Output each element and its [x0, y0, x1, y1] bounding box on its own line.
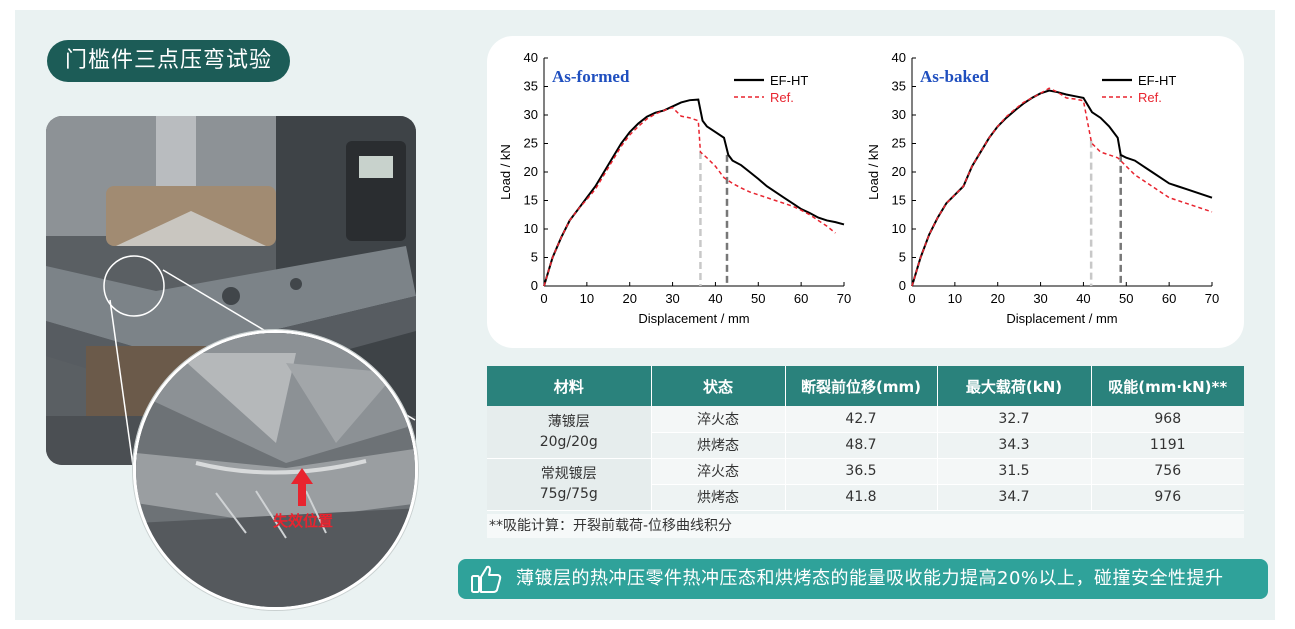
series-line-ref — [543, 106, 836, 287]
y-tick-label: 35 — [892, 79, 906, 94]
x-tick-label: 20 — [622, 291, 636, 306]
conclusion-banner: 薄镀层的热冲压零件热冲压态和烘烤态的能量吸收能力提高20%以上，碰撞安全性提升 — [458, 559, 1268, 599]
table-row: 常规镀层 75g/75g 淬火态 36.5 31.5 756 — [487, 458, 1244, 511]
energy-cell: 1191 — [1091, 432, 1244, 459]
x-tick-label: 30 — [1033, 291, 1047, 306]
load-displacement-charts: 0 10 20 30 40 50 60 70 0 5 10 15 20 25 30 35 40 Displacem… — [487, 36, 1244, 348]
y-tick-label: 20 — [892, 164, 906, 179]
displacement-cell: 41.8 — [785, 484, 938, 511]
displacement-cell: 42.7 — [785, 406, 938, 433]
x-tick-label: 0 — [908, 291, 915, 306]
energy-cell: 756 — [1091, 458, 1244, 485]
results-table: 材料 状态 断裂前位移(mm) 最大载荷(kN) 吸能(mm·kN)** 薄镀层… — [487, 366, 1244, 511]
x-tick-label: 10 — [580, 291, 594, 306]
conclusion-text: 薄镀层的热冲压零件热冲压态和烘烤态的能量吸收能力提高20%以上，碰撞安全性提升 — [516, 568, 1224, 589]
x-tick-label: 70 — [1205, 291, 1219, 306]
x-tick-label: 70 — [837, 291, 851, 306]
table-row: 薄镀层 20g/20g 淬火态 42.7 32.7 968 — [487, 406, 1244, 459]
y-tick-label: 0 — [531, 278, 538, 293]
state-cell: 烘烤态 — [651, 432, 786, 459]
y-tick-label: 0 — [899, 278, 906, 293]
material-cell: 常规镀层 75g/75g — [487, 458, 652, 511]
y-tick-label: 40 — [524, 50, 538, 65]
energy-cell: 968 — [1091, 406, 1244, 433]
y-tick-label: 10 — [892, 221, 906, 236]
x-tick-label: 40 — [708, 291, 722, 306]
y-tick-label: 40 — [892, 50, 906, 65]
max-load-cell: 32.7 — [937, 406, 1092, 433]
panel-label: As-formed — [552, 67, 630, 86]
header-material: 材料 — [487, 366, 652, 406]
x-tick-label: 60 — [794, 291, 808, 306]
max-load-cell: 34.7 — [937, 484, 1092, 511]
y-tick-label: 25 — [524, 136, 538, 151]
y-tick-label: 30 — [892, 107, 906, 122]
table-row: 烘烤态 48.7 34.3 1191 — [487, 432, 1244, 459]
energy-cell: 976 — [1091, 484, 1244, 511]
x-tick-label: 60 — [1162, 291, 1176, 306]
x-axis-label: Displacement / mm — [638, 311, 749, 326]
table-header-row: 材料 状态 断裂前位移(mm) 最大载荷(kN) 吸能(mm·kN)** — [487, 366, 1244, 406]
table-row: 烘烤态 41.8 34.7 976 — [487, 484, 1244, 511]
y-axis-label: Load / kN — [498, 144, 513, 200]
x-axis-label: Displacement / mm — [1006, 311, 1117, 326]
legend-label: Ref. — [1138, 90, 1162, 105]
x-tick-label: 50 — [751, 291, 765, 306]
material-name: 薄镀层 — [547, 413, 590, 430]
failure-location-label: 失效位置 — [273, 512, 334, 530]
panel-label: As-baked — [920, 67, 990, 86]
material-coating: 75g/75g — [539, 486, 598, 502]
max-load-cell: 31.5 — [937, 458, 1092, 485]
y-tick-label: 25 — [892, 136, 906, 151]
legend-label: Ref. — [770, 90, 794, 105]
page-title: 门槛件三点压弯试验 — [47, 40, 291, 82]
thumbs-up-icon — [471, 565, 502, 593]
material-coating: 20g/20g — [539, 433, 598, 450]
x-tick-label: 40 — [1076, 291, 1090, 306]
material-name: 常规镀层 — [540, 466, 597, 482]
y-tick-label: 10 — [524, 221, 538, 236]
y-axis-label: Load / kN — [866, 144, 881, 200]
state-cell: 淬火态 — [651, 406, 786, 433]
y-tick-label: 15 — [892, 193, 906, 208]
legend-label: EF-HT — [770, 73, 808, 88]
x-tick-label: 50 — [1119, 291, 1133, 306]
displacement-cell: 48.7 — [785, 432, 938, 459]
y-tick-label: 35 — [524, 79, 538, 94]
y-tick-label: 5 — [899, 250, 906, 265]
series-line-efht — [543, 98, 845, 287]
x-tick-label: 30 — [665, 291, 679, 306]
y-tick-label: 15 — [524, 193, 538, 208]
legend-label: EF-HT — [1138, 73, 1176, 88]
x-tick-label: 20 — [990, 291, 1004, 306]
state-cell: 烘烤态 — [651, 484, 786, 511]
max-load-cell: 34.3 — [937, 432, 1092, 459]
chart-as-baked: 0 10 20 30 40 50 60 70 0 5 10 15 20 25 30 35 40 Displacem… — [866, 50, 1219, 326]
y-tick-label: 20 — [524, 164, 538, 179]
series-line-efht — [911, 89, 1213, 287]
failure-zoom-photo — [133, 330, 418, 610]
header-state: 状态 — [651, 366, 786, 406]
header-energy: 吸能(mm·kN)** — [1091, 366, 1244, 406]
displacement-cell: 36.5 — [785, 458, 938, 485]
x-tick-label: 10 — [948, 291, 962, 306]
table-footnote: **吸能计算：开裂前载荷-位移曲线积分 — [487, 514, 1244, 538]
header-displacement: 断裂前位移(mm) — [785, 366, 938, 406]
failure-zoom-illustration — [136, 333, 415, 607]
y-tick-label: 5 — [531, 250, 538, 265]
header-max-load: 最大载荷(kN) — [937, 366, 1092, 406]
x-tick-label: 0 — [540, 291, 547, 306]
y-tick-label: 30 — [524, 107, 538, 122]
series-line-ref — [911, 87, 1213, 287]
state-cell: 淬火态 — [651, 458, 786, 485]
chart-as-formed: 0 10 20 30 40 50 60 70 0 5 10 15 20 25 30 35 40 Displacem… — [498, 50, 851, 326]
failure-arrow-icon — [291, 468, 313, 506]
material-cell: 薄镀层 20g/20g — [487, 406, 652, 459]
